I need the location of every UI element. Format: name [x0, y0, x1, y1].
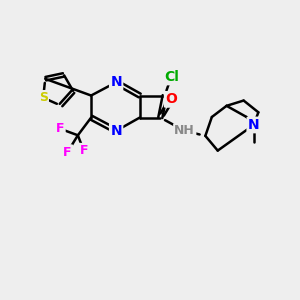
Text: N: N [110, 124, 122, 138]
Text: F: F [56, 122, 64, 135]
Text: Cl: Cl [164, 70, 178, 84]
Text: F: F [63, 146, 72, 159]
Text: S: S [39, 91, 48, 104]
Text: F: F [80, 144, 88, 157]
Text: N: N [110, 75, 122, 89]
Text: O: O [165, 92, 177, 106]
Text: N: N [248, 118, 260, 132]
Text: NH: NH [174, 124, 195, 137]
